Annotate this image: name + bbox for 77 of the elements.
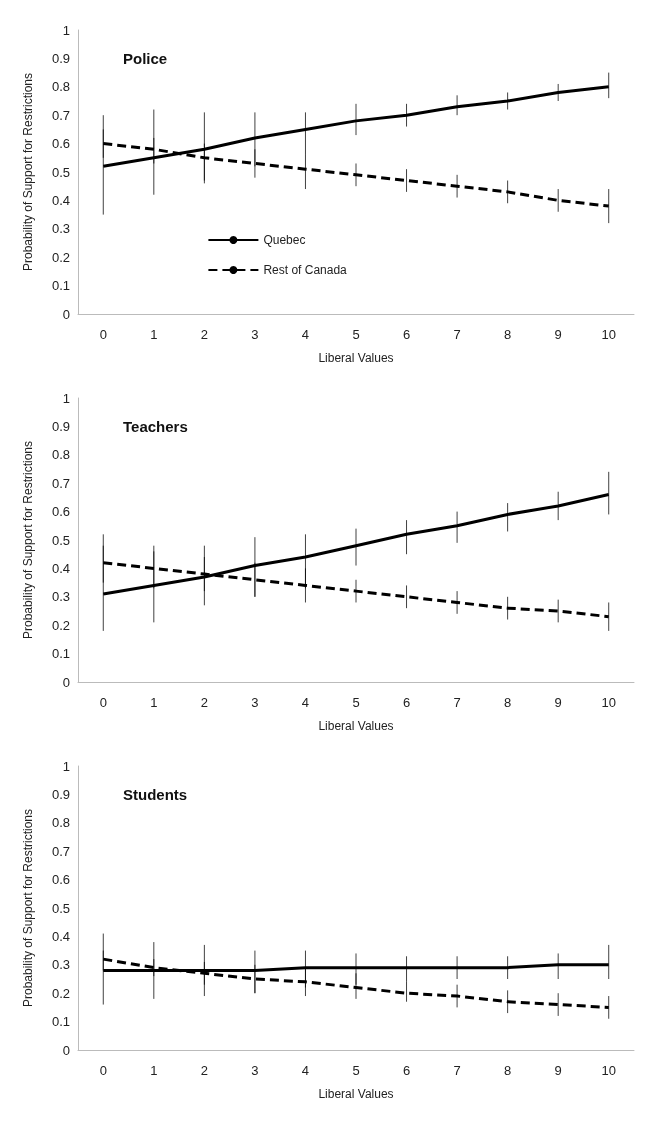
x-axis-title: Liberal Values [318,719,394,733]
text: Teachers [123,418,188,435]
y-tick-label: 0 [62,674,70,690]
y-tick-label: 0.2 [51,249,70,265]
y-tick-label: 0.9 [51,786,70,802]
x-tick-label: 10 [601,1063,616,1078]
y-tick-label: 0.6 [51,504,70,520]
x-tick-label: 7 [453,1063,461,1078]
text: Police [123,50,168,67]
y-tick-label: 0.1 [51,278,70,294]
y-tick-label: 0.7 [51,475,70,491]
x-tick-label: 10 [601,327,616,342]
x-tick-label: 4 [301,327,310,342]
y-tick-label: 0.1 [51,1014,70,1030]
x-tick-label: 2 [200,695,208,710]
y-tick-label: 0.4 [51,192,70,208]
x-tick-label: 5 [352,327,360,342]
x-tick-label: 6 [402,695,411,710]
y-tick-label: 0.3 [51,221,70,237]
x-tick-label: 5 [352,695,360,710]
y-tick-label: 1 [62,758,70,774]
x-tick-label: 1 [150,327,158,342]
x-tick-label: 7 [453,327,461,342]
x-tick-label: 4 [301,1063,310,1078]
y-tick-label: 0.5 [51,532,70,548]
y-tick-label: 0.6 [51,872,70,888]
x-tick-label: 0 [99,695,107,710]
y-axis-title: Probability of Support for Restrictions [21,72,35,272]
x-tick-label: 1 [150,695,158,710]
x-tick-label: 2 [200,327,208,342]
x-tick-label: 3 [251,1063,259,1078]
y-axis-title: Probability of Support for Restrictions [21,808,35,1008]
x-tick-label: 3 [251,327,259,342]
x-axis-title: Liberal Values [318,1087,394,1101]
y-tick-label: 0.8 [51,447,70,463]
text: Students [123,786,188,803]
x-tick-label: 1 [150,1063,158,1078]
y-tick-label: 0.5 [51,900,70,916]
x-tick-label: 8 [504,695,512,710]
x-axis-title: Liberal Values [318,351,394,365]
x-tick-label: 8 [504,327,512,342]
x-tick-label: 6 [402,1063,411,1078]
y-tick-label: 0.4 [51,560,70,576]
y-tick-label: 0 [62,306,70,322]
y-tick-label: 0.3 [51,589,70,605]
x-tick-label: 7 [453,695,461,710]
y-tick-label: 0.2 [51,617,70,633]
x-tick-label: 4 [301,695,310,710]
y-tick-label: 0.7 [51,107,70,123]
y-tick-label: 0.7 [51,843,70,859]
x-tick-label: 10 [601,695,616,710]
legend-label: Rest of Canada [263,263,348,277]
y-axis-title: Probability of Support for Restrictions [21,440,35,640]
x-tick-label: 9 [554,327,562,342]
x-tick-label: 0 [99,1063,107,1078]
x-tick-label: 9 [554,695,562,710]
x-tick-label: 5 [352,1063,360,1078]
y-tick-label: 0.8 [51,79,70,95]
y-tick-label: 0.9 [51,50,70,66]
y-tick-label: 1 [62,22,70,38]
y-tick-label: 0.1 [51,646,70,662]
y-tick-label: 1 [62,390,70,406]
y-tick-label: 0.4 [51,928,70,944]
x-tick-label: 2 [200,1063,208,1078]
x-tick-label: 8 [504,1063,512,1078]
legend-label: Quebec [263,233,306,247]
x-tick-label: 9 [554,1063,562,1078]
y-tick-label: 0.5 [51,164,70,180]
y-tick-label: 0.2 [51,985,70,1001]
y-tick-label: 0.6 [51,136,70,152]
x-tick-label: 6 [402,327,411,342]
x-tick-label: 3 [251,695,259,710]
x-tick-label: 0 [99,327,107,342]
y-tick-label: 0.9 [51,418,70,434]
y-tick-label: 0.3 [51,957,70,973]
y-tick-label: 0.8 [51,815,70,831]
y-tick-label: 0 [62,1042,70,1058]
